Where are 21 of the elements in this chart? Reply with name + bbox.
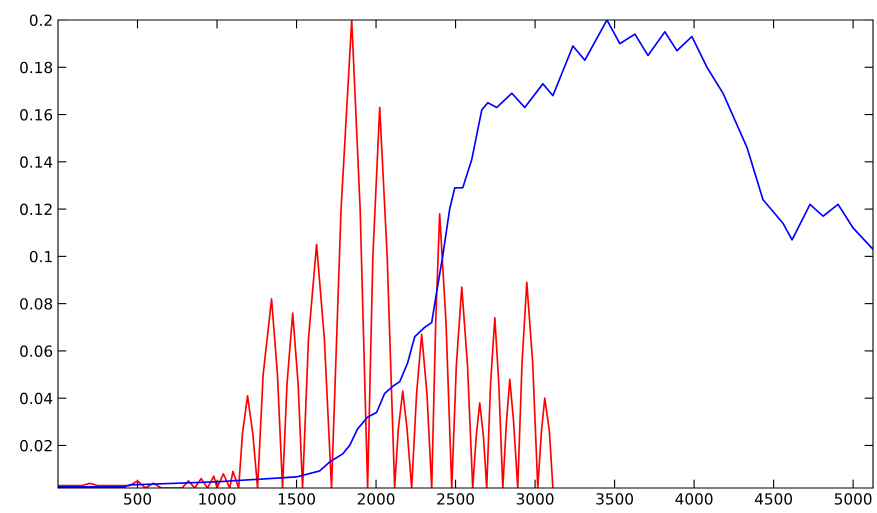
- y-tick-label: 0.16: [20, 109, 52, 121]
- x-tick-label: 500: [124, 493, 152, 505]
- x-tick-label: 3500: [596, 493, 634, 505]
- y-tick-label: 0.18: [20, 62, 52, 74]
- x-tick-label: 2000: [358, 493, 394, 505]
- y-tick-label: 0.06: [20, 345, 52, 357]
- x-tick-label: 5000: [834, 493, 872, 505]
- y-tick-label: 0.12: [20, 204, 52, 216]
- y-tick-label: 0.04: [20, 392, 52, 404]
- line-series: [58, 20, 873, 488]
- x-tick-label: 3000: [516, 493, 554, 505]
- y-tick-label: 0.14: [20, 156, 52, 168]
- x-tick-label: 4500: [754, 493, 792, 505]
- x-tick-label: 2500: [437, 493, 474, 505]
- y-tick-label: 0.08: [20, 298, 52, 310]
- x-tick-label: 4000: [675, 493, 713, 505]
- y-tick-label: 0.1: [30, 250, 52, 262]
- x-tick-label: 1000: [199, 493, 236, 505]
- x-tick-label: 1500: [278, 493, 315, 505]
- y-tick-label: 0.02: [20, 440, 52, 452]
- y-tick-label: 0.2: [30, 14, 52, 26]
